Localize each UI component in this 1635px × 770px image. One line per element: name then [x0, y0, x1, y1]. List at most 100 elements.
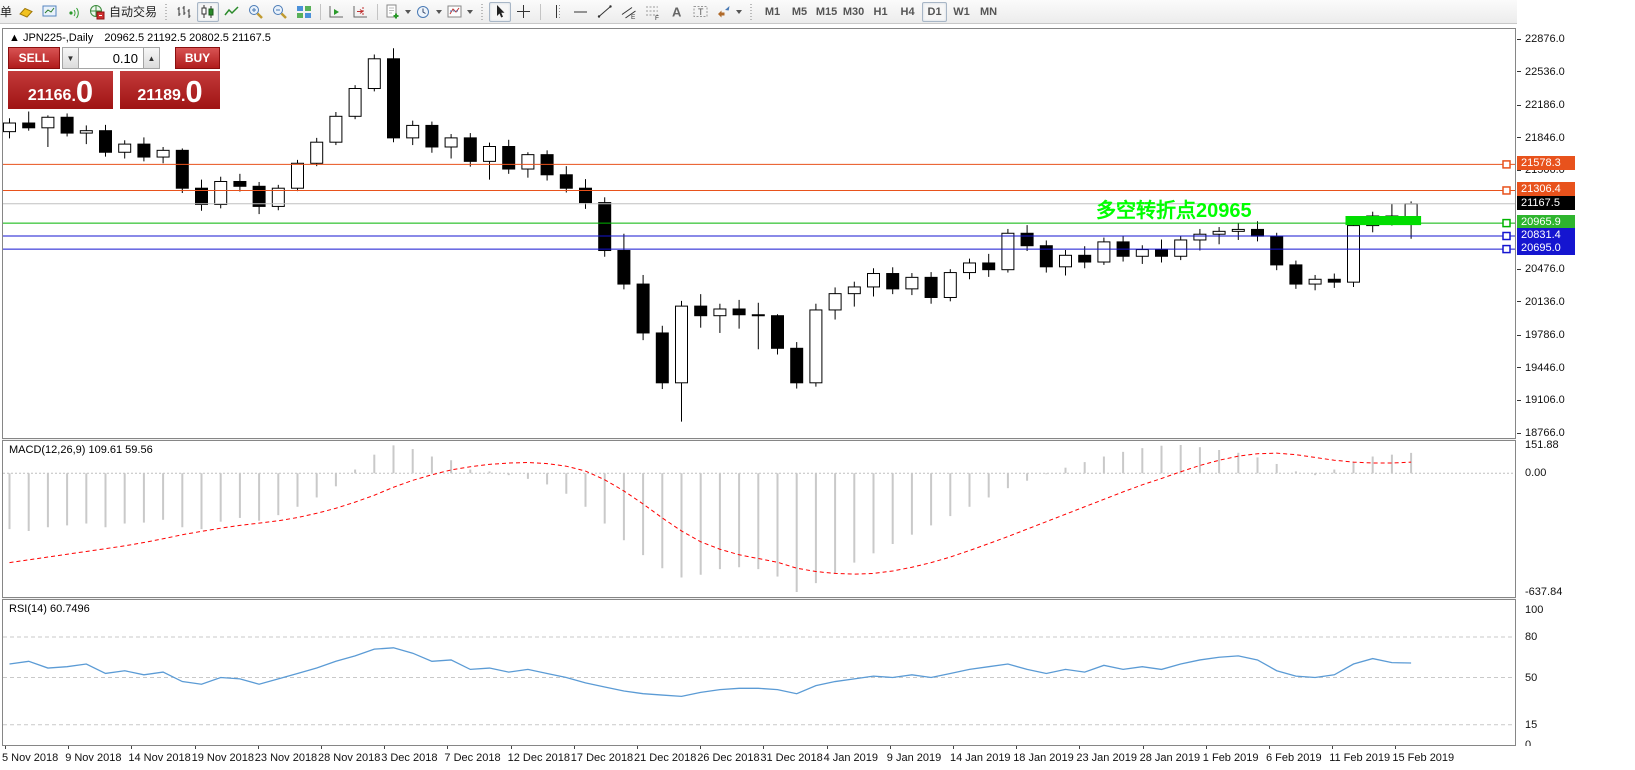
bar-chart-button[interactable] — [173, 2, 195, 22]
level-end-marker[interactable] — [1502, 186, 1511, 195]
level-price-badge[interactable]: 21578.3 — [1517, 156, 1575, 171]
level-price-badge[interactable]: 20965.9 — [1517, 215, 1575, 230]
date-label: 28 Nov 2018 — [318, 752, 381, 764]
date-label: 7 Dec 2018 — [444, 752, 501, 764]
dropdown-caret-icon[interactable] — [467, 9, 474, 14]
chart-shift-button[interactable] — [350, 2, 372, 22]
level-price-badge[interactable]: 21306.4 — [1517, 182, 1575, 197]
level-end-marker[interactable] — [1502, 160, 1511, 169]
rsi-scale-label: 100 — [1525, 604, 1544, 616]
current-price-badge[interactable]: 21167.5 — [1517, 195, 1575, 210]
chart-window-button[interactable] — [39, 2, 61, 22]
date-label: 6 Feb 2019 — [1266, 752, 1322, 764]
templates-button[interactable] — [445, 2, 474, 22]
tf-button-m15[interactable]: M15 — [815, 5, 838, 18]
vertical-line-button[interactable] — [546, 2, 568, 22]
volume-increase-button[interactable]: ▲ — [143, 47, 160, 69]
trendline-button[interactable] — [594, 2, 616, 22]
tile-windows-button[interactable] — [293, 2, 315, 22]
macd-canvas[interactable] — [3, 441, 1515, 595]
periods-button[interactable] — [414, 2, 443, 22]
buy-price-display[interactable]: 21189. 0 — [120, 71, 220, 109]
main-chart-pane[interactable]: ▲ JPN225-,Daily 20962.5 21192.5 20802.5 … — [2, 28, 1516, 438]
rsi-canvas[interactable] — [3, 600, 1515, 744]
new-order-button[interactable] — [15, 2, 37, 22]
candle — [41, 115, 55, 147]
tf-button-h1[interactable]: H1 — [873, 5, 888, 18]
tf-button-m30[interactable]: M30 — [842, 5, 865, 18]
level-end-marker[interactable] — [1502, 218, 1511, 228]
toolbar-drag-handle[interactable] — [163, 3, 169, 20]
sell-button[interactable]: SELL — [8, 47, 60, 69]
price-tick-label: 22536.0 — [1525, 65, 1565, 78]
date-label: 26 Dec 2018 — [697, 752, 760, 764]
auto-scroll-button[interactable] — [326, 2, 348, 22]
toolbar-drag-handle[interactable] — [748, 3, 754, 20]
date-tick — [194, 746, 196, 749]
date-axis[interactable]: 5 Nov 2018 9 Nov 2018 14 Nov 2018 19 Nov 20… — [0, 746, 1635, 770]
signals-button[interactable] — [63, 2, 85, 22]
candle — [1289, 260, 1303, 289]
price-scale[interactable]: 22876.022536.022186.021846.021506.020476… — [1517, 0, 1635, 770]
candle — [579, 179, 592, 209]
level-price-badge[interactable]: 20831.4 — [1517, 228, 1575, 242]
tf-button-w1[interactable]: W1 — [953, 5, 970, 18]
pane-separator[interactable] — [2, 597, 1516, 600]
arrows-button[interactable] — [714, 2, 743, 22]
date-tick — [1016, 746, 1018, 749]
candlestick-chart-button[interactable] — [197, 1, 220, 22]
sell-price-display[interactable]: 21166. 0 — [8, 71, 113, 109]
equidistant-channel-button[interactable]: E — [618, 2, 640, 22]
pane-separator[interactable] — [2, 438, 1516, 441]
fibonacci-button[interactable]: F — [642, 2, 664, 22]
pivot-highlight-box[interactable] — [1345, 216, 1422, 226]
candle — [886, 267, 900, 295]
candle — [463, 133, 477, 167]
tf-button-m1[interactable]: M1 — [764, 5, 781, 18]
level-end-marker[interactable] — [1502, 244, 1511, 254]
autotrading-button[interactable]: 自动交易 — [87, 2, 158, 22]
toolbar-drag-handle[interactable] — [479, 3, 485, 20]
date-label: 14 Jan 2019 — [950, 752, 1011, 764]
date-label: 23 Jan 2019 — [1076, 752, 1137, 764]
candle — [252, 181, 266, 215]
date-tick — [1332, 746, 1334, 749]
macd-scale-label: 0.00 — [1525, 467, 1547, 480]
dropdown-caret-icon[interactable] — [405, 9, 412, 14]
dropdown-caret-icon[interactable] — [436, 9, 443, 14]
tf-button-d1[interactable]: D1 — [922, 1, 948, 22]
candle — [137, 137, 151, 162]
zoom-out-button[interactable] — [269, 2, 291, 22]
text-button[interactable]: A — [666, 2, 688, 22]
date-label: 31 Dec 2018 — [760, 752, 823, 764]
macd-indicator-pane[interactable]: MACD(12,26,9) 109.61 59.56 — [2, 441, 1516, 597]
candle — [99, 124, 112, 157]
rsi-scale-label: 15 — [1525, 718, 1538, 731]
candle — [79, 125, 93, 145]
line-chart-button[interactable] — [221, 2, 243, 22]
zoom-in-button[interactable] — [245, 2, 267, 22]
level-end-marker[interactable] — [1502, 231, 1511, 241]
horizontal-line-button[interactable] — [570, 2, 592, 22]
new-chart-button[interactable] — [383, 2, 412, 22]
collapse-triangle-icon[interactable]: ▲ — [9, 32, 20, 44]
date-tick — [637, 746, 638, 749]
cursor-button[interactable] — [489, 1, 512, 22]
candlestick-chart-canvas[interactable] — [3, 29, 1515, 438]
level-price-badge[interactable]: 20695.0 — [1517, 241, 1575, 256]
text-label-button[interactable]: T — [690, 2, 712, 22]
volume-decrease-button[interactable]: ▼ — [62, 47, 79, 69]
toolbar-separator — [377, 3, 379, 20]
price-tick-label: 21846.0 — [1525, 131, 1565, 144]
candle — [310, 137, 324, 167]
candle — [867, 268, 880, 297]
crosshair-button[interactable] — [513, 2, 535, 22]
buy-button[interactable]: BUY — [175, 47, 220, 69]
candle — [924, 272, 938, 304]
tf-button-h4[interactable]: H4 — [900, 5, 915, 18]
tf-button-m5[interactable]: M5 — [791, 5, 808, 18]
rsi-indicator-pane[interactable]: RSI(14) 60.7496 — [2, 600, 1516, 746]
volume-input[interactable] — [79, 47, 143, 69]
dropdown-caret-icon[interactable] — [736, 9, 743, 14]
tf-button-mn[interactable]: MN — [979, 5, 998, 18]
